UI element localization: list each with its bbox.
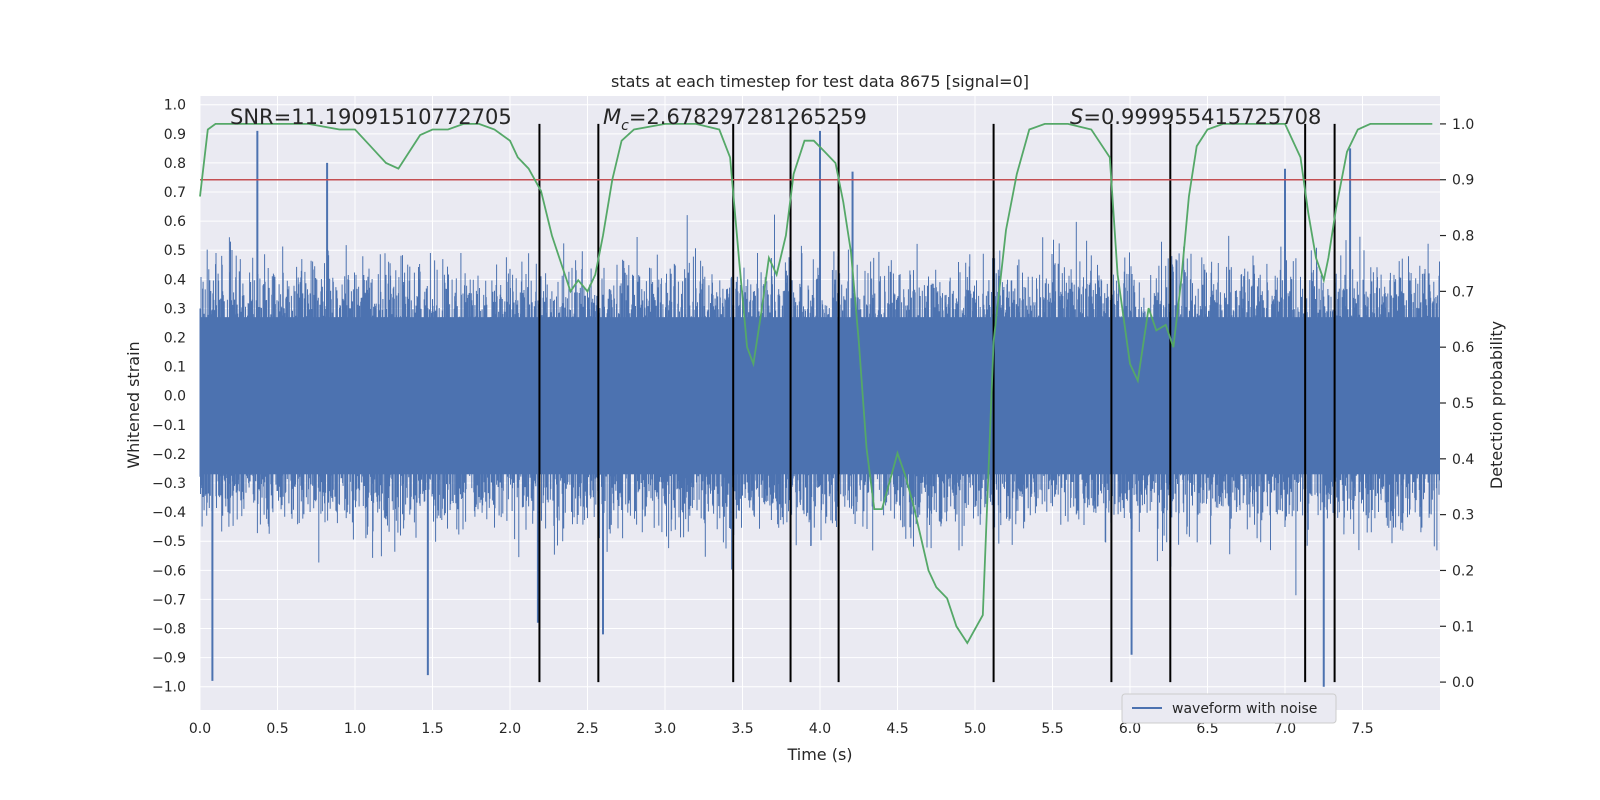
x-tick-label: 3.0 (654, 721, 676, 737)
legend-label: waveform with noise (1172, 701, 1317, 717)
s-annotation: S=0.999955415725708 (1070, 105, 1321, 129)
probability-series (199, 123, 1440, 645)
x-axis-label: Time (s) (786, 745, 852, 764)
x-tick-label: 5.0 (964, 721, 986, 737)
y-left-tick-label: −0.2 (152, 447, 186, 463)
x-tick-label: 4.0 (809, 721, 831, 737)
y-left-tick-label: 0.4 (164, 272, 186, 288)
y-left-tick-label: 0.9 (164, 127, 186, 143)
y-left-axis-label: Whitened strain (124, 341, 143, 468)
x-tick-label: 2.0 (499, 721, 521, 737)
x-tick-label: 0.0 (189, 721, 211, 737)
y-left-tick-label: 0.6 (164, 214, 186, 230)
waveform-series (199, 130, 1440, 687)
y-left-tick-label: −0.9 (152, 651, 186, 667)
y-left-tick-label: 0.7 (164, 185, 186, 201)
probability-line (199, 123, 1433, 645)
x-tick-label: 4.5 (886, 721, 908, 737)
y-right-tick-label: 0.6 (1452, 340, 1474, 356)
y-right-tick-label: 0.8 (1452, 229, 1474, 245)
y-left-axis-ticks: 1.0 0.9 0.8 0.7 0.6 0.5 0.4 0.3 0.2 0.1 0.0 −0.1 −0.… (152, 98, 186, 696)
y-right-tick-label: 0.4 (1452, 452, 1474, 468)
chirp-mass-symbol: M (603, 105, 621, 129)
y-left-tick-label: −0.6 (152, 563, 186, 579)
y-left-tick-label: −0.3 (152, 476, 186, 492)
y-right-tick-label: 0.7 (1452, 284, 1474, 300)
x-tick-label: 5.5 (1041, 721, 1063, 737)
x-tick-label: 6.5 (1196, 721, 1218, 737)
chirp-mass-value: =2.678297281265259 (629, 105, 867, 129)
y-left-tick-label: 0.3 (164, 301, 186, 317)
y-left-tick-label: 0.0 (164, 389, 186, 405)
x-tick-label: 3.5 (731, 721, 753, 737)
y-left-tick-label: −0.7 (152, 592, 186, 608)
s-value: =0.999955415725708 (1083, 105, 1321, 129)
x-tick-label: 2.5 (576, 721, 598, 737)
x-tick-label: 1.5 (421, 721, 443, 737)
y-right-tick-label: 0.0 (1452, 675, 1474, 691)
x-tick-label: 7.0 (1274, 721, 1296, 737)
x-tick-label: 1.0 (344, 721, 366, 737)
y-left-tick-label: 0.5 (164, 243, 186, 259)
y-left-tick-label: −0.5 (152, 534, 186, 550)
y-right-tick-label: 0.9 (1452, 173, 1474, 189)
x-axis-ticks: 0.0 0.5 1.0 1.5 2.0 2.5 3.0 3.5 4.0 4.5 5.0 5.5 6.0 6… (189, 721, 1374, 737)
legend-box (1121, 693, 1337, 724)
chirp-mass-subscript: c (621, 118, 629, 134)
y-left-tick-label: 1.0 (164, 98, 186, 114)
y-right-tick-label: 0.5 (1452, 396, 1474, 412)
y-right-tick-label: 0.1 (1452, 619, 1474, 635)
y-right-tick-label: 0.2 (1452, 563, 1474, 579)
y-left-tick-label: −1.0 (152, 680, 186, 696)
legend: waveform with noise (1121, 693, 1337, 724)
chart-title: stats at each timestep for test data 867… (611, 72, 1029, 91)
y-left-tick-label: −0.8 (152, 622, 186, 638)
y-left-tick-label: 0.1 (164, 360, 186, 376)
y-left-tick-label: 0.8 (164, 156, 186, 172)
x-tick-label: 6.0 (1119, 721, 1141, 737)
y-right-tick-label: 1.0 (1452, 117, 1474, 133)
x-tick-label: 7.5 (1351, 721, 1373, 737)
y-right-axis-label: Detection probability (1487, 321, 1506, 489)
s-symbol: S (1070, 105, 1083, 129)
y-right-axis-ticks: 1.0 0.9 0.8 0.7 0.6 0.5 0.4 0.3 0.2 0.1 0.0 (1440, 117, 1474, 691)
snr-annotation: SNR=11.19091510772705 (230, 105, 512, 129)
y-left-tick-label: −0.1 (152, 418, 186, 434)
y-left-tick-label: −0.4 (152, 505, 186, 521)
x-tick-label: 0.5 (266, 721, 288, 737)
y-right-tick-label: 0.3 (1452, 508, 1474, 524)
y-left-tick-label: 0.2 (164, 331, 186, 347)
chirp-mass-annotation: Mc=2.678297281265259 (603, 105, 867, 134)
